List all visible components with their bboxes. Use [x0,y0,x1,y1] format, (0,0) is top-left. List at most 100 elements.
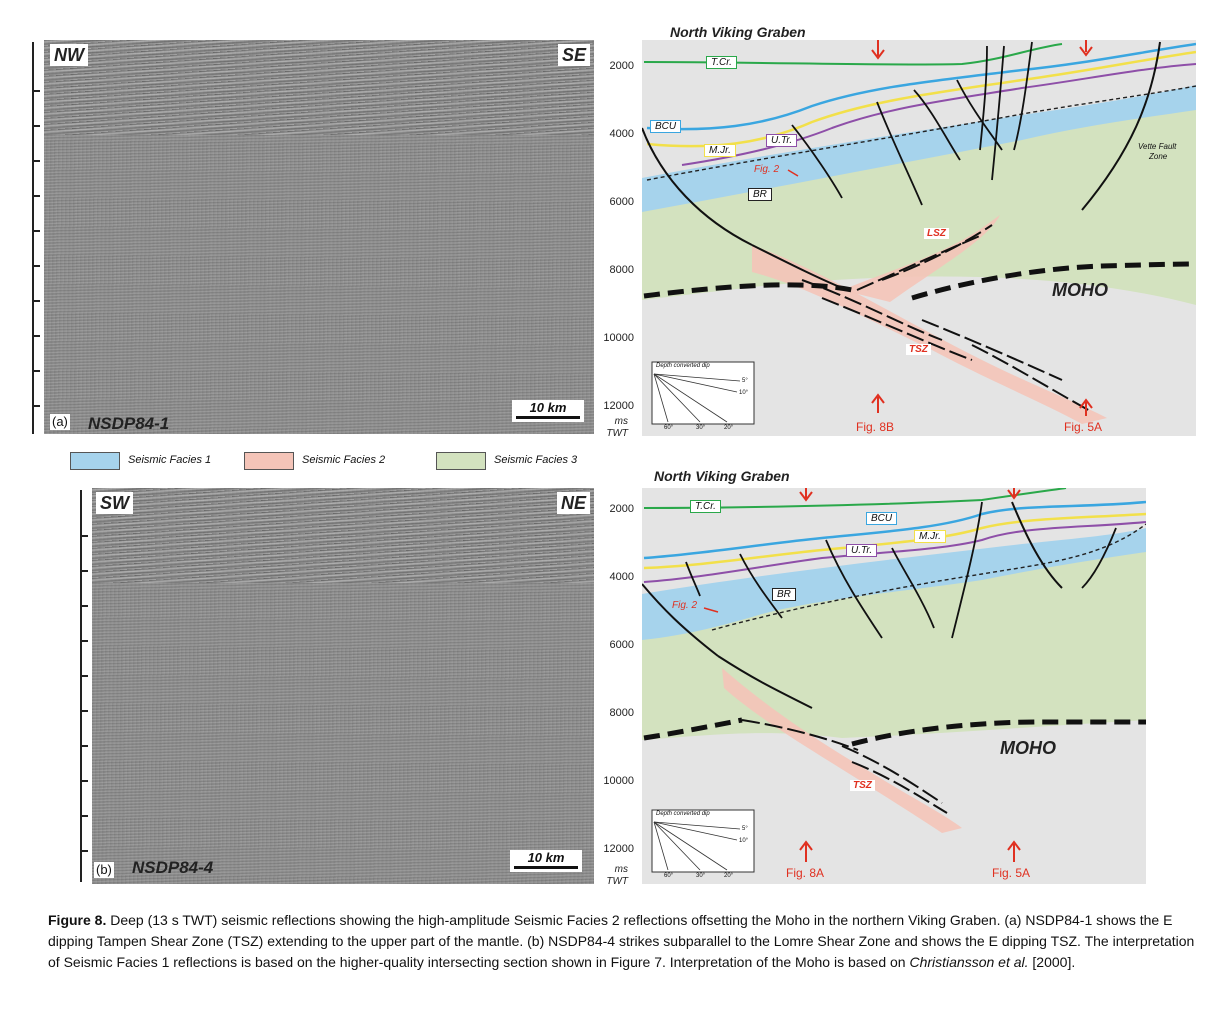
arrow-label-fig8b: Fig. 8B [856,420,895,434]
seismic-section-a: NW SE (a) NSDP84-1 10 km [44,40,594,434]
caption-reference: Christiansson et al. [909,954,1029,970]
caption-text-1: Deep (13 s TWT) seismic reflections show… [48,912,1195,970]
direction-se: SE [557,44,590,66]
horizon-utr-label: U.Tr. [846,544,878,557]
dip-label-5: 5° [742,378,748,384]
depth-label: 10000 [603,332,634,344]
vette-fault-zone-label: Zone [1149,152,1168,161]
legend-label-2: Seismic Facies 2 [302,454,386,466]
unit-twt: TWT [606,876,628,887]
depth-label: 4000 [609,128,634,140]
axis-b-left [80,490,82,882]
seismic-section-b: SW NE (b) NSDP84-4 10 km [92,488,594,884]
scale-label-a: 10 km [529,400,567,415]
arrow-label-fig8a: Fig. 8A [786,866,825,880]
depth-label: 8000 [609,264,634,276]
tsz-label: TSZ [906,344,931,355]
axis-tick [32,405,40,407]
horizon-br-label: BR [772,588,796,601]
arrow-label-fig5a: Fig. 5A [992,866,1031,880]
moho-label: MOHO [1000,738,1056,758]
horizon-utr-label: U.Tr. [766,134,798,147]
horizon-bcu-label: BCU [866,512,898,525]
caption-text-2: [2000]. [1028,954,1076,970]
scale-bar-line [514,866,578,869]
survey-name-a: NSDP84-1 [88,414,170,433]
interp-title-b: North Viking Graben [654,468,790,484]
depth-label: 12000 [603,400,634,412]
scale-label-b: 10 km [527,850,565,865]
interpretation-a: T.Cr. BCU M.Jr. U.Tr. BR Fig. 2 LSZ TSZ … [642,40,1196,436]
horizon-mjr-label: M.Jr. [704,144,736,157]
horizon-tcr-label: T.Cr. [690,500,721,513]
legend-facies-1: Seismic Facies 1 [70,452,230,470]
axis-tick [32,370,40,372]
panel-letter-a: (a) [50,414,70,430]
legend-facies-3: Seismic Facies 3 [436,452,596,470]
axis-tick [32,265,40,267]
horizon-mjr-label: M.Jr. [914,530,946,543]
dip-inset-title: Depth converted dip [656,363,710,369]
legend-swatch-2 [244,452,294,470]
interpretation-b: T.Cr. BCU M.Jr. U.Tr. BR Fig. 2 TSZ MOHO… [642,488,1146,884]
axis-a-left [32,42,34,434]
depth-label: 2000 [609,503,634,515]
axis-tick [80,535,88,537]
vette-fault-label: Vette Fault [1138,142,1177,151]
dip-label-5: 5° [742,826,748,832]
axis-tick [32,230,40,232]
fig2-reference-label: Fig. 2 [672,600,698,611]
axis-tick [32,90,40,92]
axis-tick [80,745,88,747]
axis-tick [32,195,40,197]
legend-swatch-1 [70,452,120,470]
axis-tick [80,710,88,712]
caption-lead: Figure 8. [48,912,107,928]
scale-bar-line [516,416,580,419]
legend-label-3: Seismic Facies 3 [494,454,578,466]
interp-title-a: North Viking Graben [670,24,806,40]
survey-name-b: NSDP84-4 [132,858,214,877]
axis-tick [80,675,88,677]
axis-tick [80,850,88,852]
depth-label: 12000 [603,843,634,855]
fig2-reference-label: Fig. 2 [754,164,780,175]
unit-ms: ms [614,416,628,427]
horizon-bcu-label: BCU [650,120,682,133]
axis-tick [32,160,40,162]
panel-letter-b: (b) [94,862,114,878]
scale-bar-a: 10 km [512,400,584,422]
horizon-tcr-label: T.Cr. [706,56,737,69]
dip-label-10: 10° [739,838,749,844]
depth-label: 2000 [609,60,634,72]
depth-label: 6000 [609,639,634,651]
legend-swatch-3 [436,452,486,470]
legend-label-1: Seismic Facies 1 [128,454,212,466]
interpretation-drawing-b [642,488,1146,873]
dip-label-30: 30° [696,873,706,879]
depth-label: 8000 [609,707,634,719]
scale-bar-b: 10 km [510,850,582,872]
tsz-label: TSZ [850,780,875,791]
lsz-label: LSZ [924,228,949,239]
axis-tick [80,570,88,572]
dip-label-60: 60° [664,425,674,431]
direction-sw: SW [96,492,133,514]
figure-caption: Figure 8. Deep (13 s TWT) seismic reflec… [48,910,1198,973]
dip-label-30: 30° [696,425,706,431]
axis-tick [80,815,88,817]
direction-ne: NE [556,492,590,514]
axis-tick [80,780,88,782]
depth-label: 10000 [603,775,634,787]
horizon-br-label: BR [748,188,772,201]
dip-label-20: 20° [724,873,734,879]
moho-label: MOHO [1052,280,1108,300]
interpretation-drawing-a [642,40,1196,425]
dip-label-60: 60° [664,873,674,879]
axis-tick [32,300,40,302]
depth-label: 4000 [609,571,634,583]
arrow-label-fig5a: Fig. 5A [1064,420,1103,434]
dip-label-10: 10° [739,390,749,396]
dip-inset-title: Depth converted dip [656,811,710,817]
depth-label: 6000 [609,196,634,208]
